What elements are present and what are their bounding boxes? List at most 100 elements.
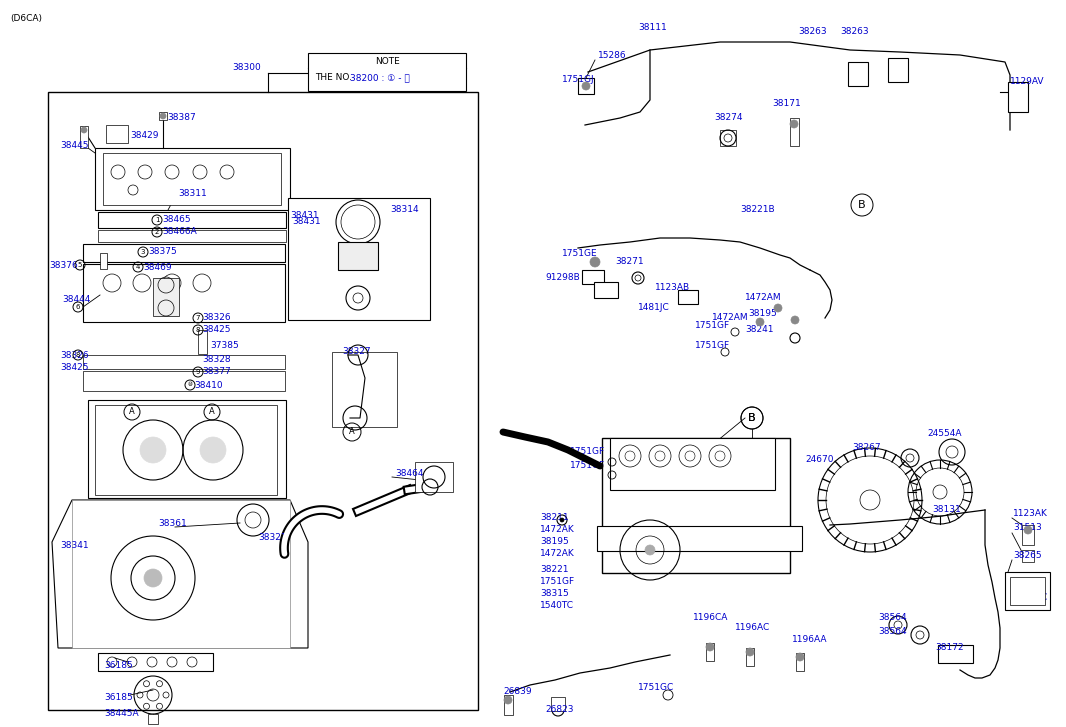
Bar [746,648,754,666]
Text: 38466A: 38466A [162,228,197,236]
Bar [288,198,430,320]
Text: 38171: 38171 [772,98,801,108]
Circle shape [81,127,87,133]
Text: 38445A: 38445A [104,710,139,718]
Text: 3: 3 [141,249,145,255]
Circle shape [746,648,754,656]
Bar [888,58,908,82]
Bar [551,697,565,711]
Text: 38341: 38341 [60,540,88,550]
Bar [1008,82,1028,112]
Circle shape [706,643,714,651]
Text: 1751GF: 1751GF [570,460,605,470]
Bar [1022,525,1034,545]
Text: 38327: 38327 [342,348,371,356]
Text: 1751GF: 1751GF [695,321,730,329]
Circle shape [756,318,764,326]
Text: 38425: 38425 [60,363,88,371]
Text: 38326: 38326 [60,350,88,359]
Circle shape [560,518,564,522]
Bar [332,352,397,427]
Circle shape [160,113,166,119]
Bar [720,130,736,146]
Bar [338,242,378,270]
Bar [83,371,285,391]
Text: 38314: 38314 [390,206,419,214]
Bar [83,264,285,322]
Bar [106,125,128,143]
Text: 38311: 38311 [178,188,207,198]
Text: 38444: 38444 [62,295,91,305]
Bar [95,148,290,210]
Bar [1005,572,1050,610]
Bar [796,653,804,671]
Text: B: B [748,413,756,423]
Text: 26839: 26839 [503,688,532,696]
Text: 38431: 38431 [292,217,321,227]
Bar [98,212,286,228]
Text: 1472AK: 1472AK [540,526,575,534]
Text: (D6CA): (D6CA) [10,14,42,23]
Text: NOTE: NOTE [374,57,400,66]
Bar [847,62,868,86]
Bar [98,230,286,242]
Text: B: B [748,413,756,423]
Bar [100,253,107,269]
Text: 38195: 38195 [748,308,777,318]
Text: 38241: 38241 [745,326,774,334]
Text: 1196AA: 1196AA [792,635,827,645]
Text: A: A [129,408,135,417]
Text: 38265: 38265 [1013,550,1041,560]
Text: 38221B: 38221B [740,206,775,214]
Bar [48,92,478,710]
Text: ⑩: ⑩ [188,382,193,387]
Text: 38300: 38300 [232,63,261,73]
Text: 38387: 38387 [167,113,196,123]
Text: 36185: 36185 [104,661,133,670]
Text: 8: 8 [76,352,80,358]
Polygon shape [52,500,308,648]
Circle shape [504,696,512,704]
Text: 38376: 38376 [49,260,78,270]
Text: 38425: 38425 [201,326,230,334]
Text: 1472AM: 1472AM [712,313,748,323]
Text: 38377: 38377 [201,368,230,377]
Circle shape [791,316,800,324]
Bar [83,244,285,262]
Text: 38274: 38274 [714,113,743,123]
Bar [1010,577,1045,605]
Text: 24670: 24670 [805,456,834,465]
Text: 26823: 26823 [545,705,574,715]
Text: 38445: 38445 [60,140,88,150]
Text: 31513: 31513 [1013,523,1041,532]
Text: 38464: 38464 [395,468,423,478]
Text: 38564: 38564 [878,627,906,637]
Circle shape [589,257,600,267]
Circle shape [200,437,226,463]
Text: 5: 5 [78,262,82,268]
Text: 38271: 38271 [615,257,644,267]
Text: 1751GE: 1751GE [562,249,598,257]
Circle shape [140,437,166,463]
Circle shape [796,653,804,661]
Bar [83,355,285,369]
Text: 38211: 38211 [540,513,568,523]
Circle shape [1024,526,1032,534]
Circle shape [144,569,162,587]
Bar [578,78,594,94]
Text: 1472AK: 1472AK [540,550,575,558]
Circle shape [582,82,589,90]
Text: 38375: 38375 [148,247,177,257]
Circle shape [645,545,655,555]
Bar [706,643,714,661]
Text: 37385: 37385 [210,340,239,350]
Text: 38469: 38469 [143,262,172,271]
Text: 38315: 38315 [540,590,569,598]
Text: 9: 9 [196,369,200,375]
Bar [198,330,207,354]
Text: 7: 7 [196,315,200,321]
Text: 24554A: 24554A [927,428,962,438]
Circle shape [774,304,782,312]
Text: 91298B: 91298B [545,273,580,281]
Text: A: A [209,408,215,417]
